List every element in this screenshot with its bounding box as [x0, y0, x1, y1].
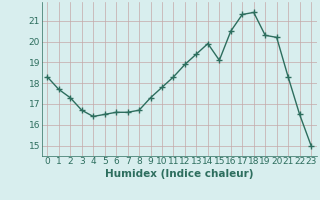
X-axis label: Humidex (Indice chaleur): Humidex (Indice chaleur): [105, 169, 253, 179]
